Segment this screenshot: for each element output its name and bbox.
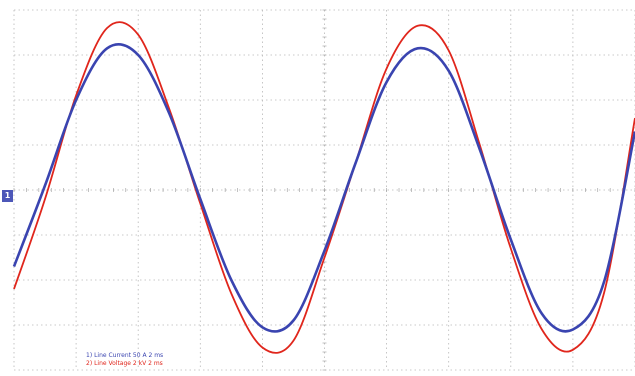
legend-entry-1: 1) Line Current 50 A 2 ms: [86, 352, 164, 359]
series-line-voltage: [13, 21, 635, 354]
channel-1-marker: 1: [2, 190, 13, 202]
series-line-current: [12, 42, 635, 333]
legend-entry-2: 2) Line Voltage 2 kV 2 ms: [86, 360, 163, 367]
plot-grid: [13, 9, 635, 371]
chart-legend: 1) Line Current 50 A 2 ms 2) Line Voltage…: [86, 352, 163, 368]
